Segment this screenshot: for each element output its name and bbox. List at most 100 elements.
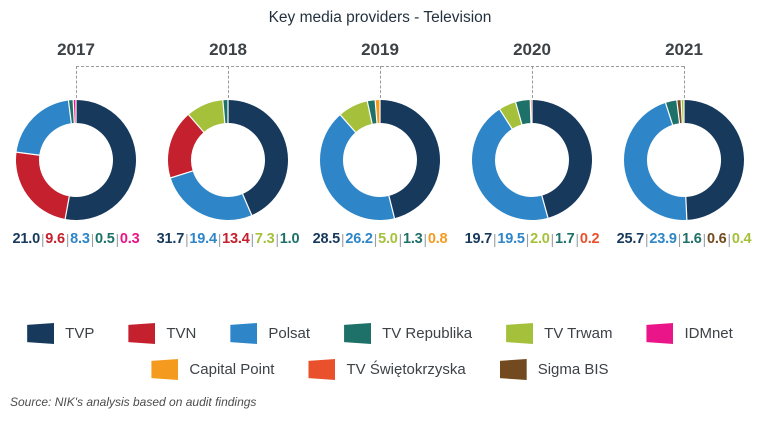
connector-drop-2020 — [532, 66, 533, 98]
value-2021-tv-republika: 1.6 — [682, 231, 702, 247]
value-separator: | — [65, 231, 70, 247]
legend-label-idmnet: IDMnet — [684, 325, 733, 342]
value-2017-tvn: 9.6 — [45, 231, 65, 247]
segment-2019-polsat — [320, 114, 395, 220]
value-2019-capital-point: 0.8 — [427, 231, 448, 247]
legend-swatch-tvp — [27, 323, 55, 344]
segment-2021-polsat — [623, 102, 687, 221]
value-2019-polsat: 26.2 — [345, 231, 373, 247]
segment-2018-tvn — [168, 114, 204, 178]
segment-divider — [529, 99, 532, 124]
values-2018: 31.7 | 19.4 | 13.4 | 7.3 | 1.0 — [152, 231, 304, 247]
segment-2020-polsat — [472, 109, 548, 220]
value-2020-polsat: 19.5 — [497, 231, 525, 247]
donut-charts-row — [0, 98, 760, 222]
segment-divider — [15, 151, 40, 156]
legend-item-tvn: TVN — [128, 323, 196, 344]
legend-swatch-sigma-bis — [499, 359, 527, 380]
legend: TVP TVN Polsat TV Republika TV Trwam IDMnet Ca… — [0, 323, 760, 380]
value-separator: | — [398, 231, 403, 247]
year-label-2020: 2020 — [513, 40, 551, 59]
value-2018-tvn: 13.4 — [222, 231, 250, 247]
segment-2019-tvp — [380, 100, 440, 219]
legend-item-tv-swietokrzyska: TV Świętokrzyska — [308, 359, 466, 380]
segment-divider — [170, 170, 194, 179]
value-2018-tv-trwam: 7.3 — [254, 231, 275, 247]
value-2018-tv-republika: 1.0 — [279, 231, 300, 247]
value-separator: | — [702, 231, 707, 247]
segment-2021-tvp — [684, 100, 744, 220]
value-separator: | — [493, 231, 497, 247]
segment-2017-tvp — [65, 100, 136, 220]
year-labels-row: 2017 2018 2019 2020 2021 — [0, 40, 760, 60]
segment-2020-tv-trwam — [499, 102, 522, 129]
value-rows: 21.0 | 9.6 | 8.3 | 0.5 | 0.3 31.7 | 19.4 | 13.4 | 7.3 | 1… — [0, 231, 760, 247]
value-separator: | — [40, 231, 45, 247]
legend-swatch-polsat — [230, 323, 258, 344]
segment-2018-tvp — [228, 100, 289, 216]
segment-divider — [676, 99, 681, 124]
value-separator: | — [525, 231, 530, 247]
value-2019-tv-republika: 1.3 — [402, 231, 423, 247]
legend-item-tvp: TVP — [27, 323, 94, 344]
legend-item-polsat: Polsat — [230, 323, 310, 344]
value-separator: | — [373, 231, 378, 247]
donut-svg-2019 — [320, 99, 440, 220]
segment-2017-tv-republika — [68, 100, 75, 124]
segment-2018-tv-republika — [222, 99, 228, 124]
segment-divider — [187, 113, 205, 133]
value-2021-tv-trwam: 0.4 — [731, 231, 752, 247]
legend-swatch-tv-swietokrzyska — [308, 359, 336, 380]
values-2019: 28.5 | 26.2 | 5.0 | 1.3 | 0.8 — [304, 231, 456, 247]
donut-svg-2018 — [168, 99, 289, 220]
segment-divider — [514, 101, 523, 126]
legend-swatch-capital-point — [151, 359, 179, 380]
value-separator: | — [727, 231, 732, 247]
value-separator: | — [550, 231, 555, 247]
segment-2019-tv-trwam — [340, 101, 373, 133]
value-2019-tv-trwam: 5.0 — [378, 231, 398, 247]
segment-2020-tv-republika — [515, 100, 531, 125]
segment-divider — [664, 102, 674, 126]
value-separator: | — [217, 231, 222, 247]
legend-swatch-idmnet — [646, 323, 674, 344]
legend-item-idmnet: IDMnet — [646, 323, 733, 344]
value-separator: | — [250, 231, 255, 247]
segment-2019-capital-point — [375, 100, 380, 124]
value-2020-tvp: 19.7 — [464, 231, 493, 247]
source-note: Source: NIK's analysis based on audit fi… — [10, 395, 257, 409]
donut-chart-2018 — [152, 98, 304, 222]
donut-svg-2021 — [623, 99, 744, 221]
connector-drop-2017 — [76, 66, 77, 98]
segment-divider — [339, 114, 357, 134]
segment-2017-polsat — [16, 100, 72, 156]
segment-divider — [67, 99, 72, 124]
legend-label-tv-republika: TV Republika — [382, 325, 473, 342]
value-2021-tvp: 25.7 — [616, 231, 645, 247]
chart-title: Key media providers - Television — [268, 9, 492, 26]
value-separator: | — [645, 231, 649, 247]
value-2017-polsat: 8.3 — [70, 231, 90, 247]
segment-divider — [685, 196, 688, 221]
connector-lines — [0, 62, 760, 98]
segment-divider — [222, 99, 226, 124]
value-separator: | — [275, 231, 279, 247]
segment-divider — [72, 99, 75, 124]
value-separator: | — [90, 231, 95, 247]
year-label-2021: 2021 — [665, 40, 703, 59]
value-2021-polsat: 23.9 — [649, 231, 677, 247]
connector-drop-2021 — [684, 66, 685, 98]
donut-chart-2021 — [608, 98, 760, 222]
value-2018-polsat: 19.4 — [189, 231, 217, 247]
legend-label-sigma-bis: Sigma BIS — [537, 361, 609, 378]
legend-label-capital-point: Capital Point — [189, 361, 275, 378]
value-separator: | — [115, 231, 120, 247]
year-label-2017: 2017 — [57, 40, 95, 59]
segment-divider — [388, 195, 396, 219]
donut-chart-2020 — [456, 98, 608, 222]
value-2017-tvp: 21.0 — [12, 231, 41, 247]
value-2017-tv-republika: 0.5 — [95, 231, 115, 247]
segment-divider — [366, 100, 373, 125]
donut-svg-2017 — [15, 99, 136, 220]
